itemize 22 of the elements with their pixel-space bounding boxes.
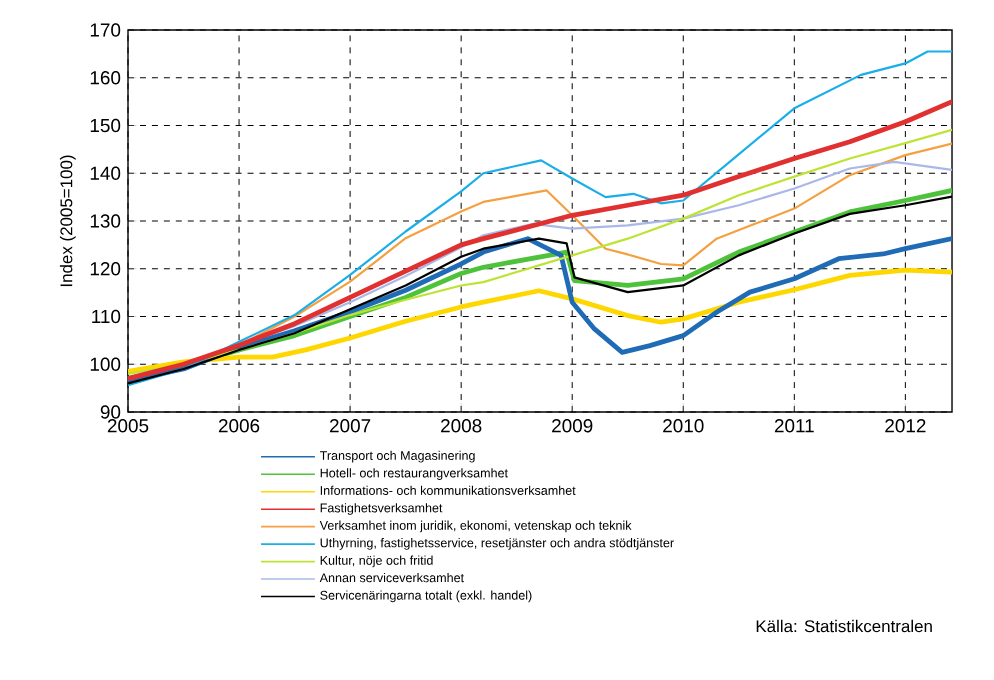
- y-tick-label: 90: [100, 405, 121, 419]
- line-series: [128, 50, 953, 387]
- y-tick-label: 120: [90, 262, 121, 276]
- y-tick-label: 100: [90, 357, 121, 371]
- y-tick-label: 110: [92, 309, 121, 324]
- y-tick-label: 160: [90, 71, 121, 85]
- x-tick-label: 2012: [885, 419, 926, 433]
- y-tick-label: 170: [90, 23, 121, 37]
- x-tick-label: 2005: [107, 419, 149, 433]
- x-tick-label: 2011: [774, 419, 814, 433]
- line-series: [128, 267, 953, 374]
- y-axis-title: Index (2005=100): [59, 155, 76, 287]
- x-tick-label: 2008: [441, 419, 482, 433]
- x-tick-label: 2006: [218, 419, 260, 433]
- text: Källa: Statistikcentralen: [756, 619, 932, 633]
- y-tick-label: 150: [90, 118, 121, 133]
- y-tick-label: 140: [90, 166, 121, 180]
- x-tick-label: 2007: [329, 419, 371, 433]
- x-tick-label: 2009: [552, 419, 593, 433]
- y-tick-label: 130: [90, 214, 121, 228]
- x-tick-label: 2010: [663, 419, 704, 433]
- line-series: [128, 236, 953, 384]
